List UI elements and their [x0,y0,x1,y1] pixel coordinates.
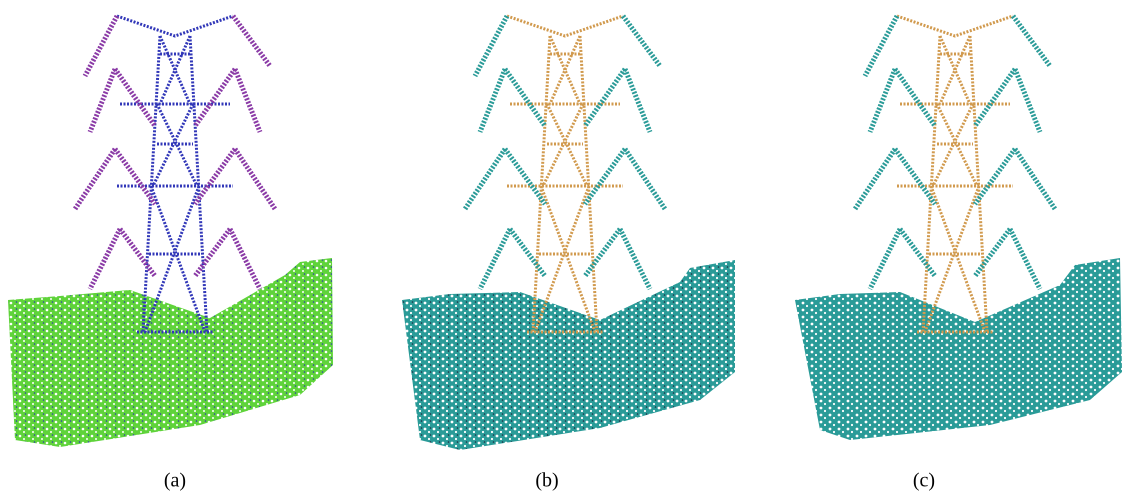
figure: (a) (b) (c) [0,0,1130,497]
panel-label: (b) [535,470,558,492]
panel-a-image [8,16,333,447]
panel-c-image [795,16,1122,440]
panel-label: (a) [164,470,186,492]
panel-b-image [402,16,735,450]
figure-canvas: (a) (b) (c) [0,0,1130,497]
panel-label: (c) [913,470,935,492]
